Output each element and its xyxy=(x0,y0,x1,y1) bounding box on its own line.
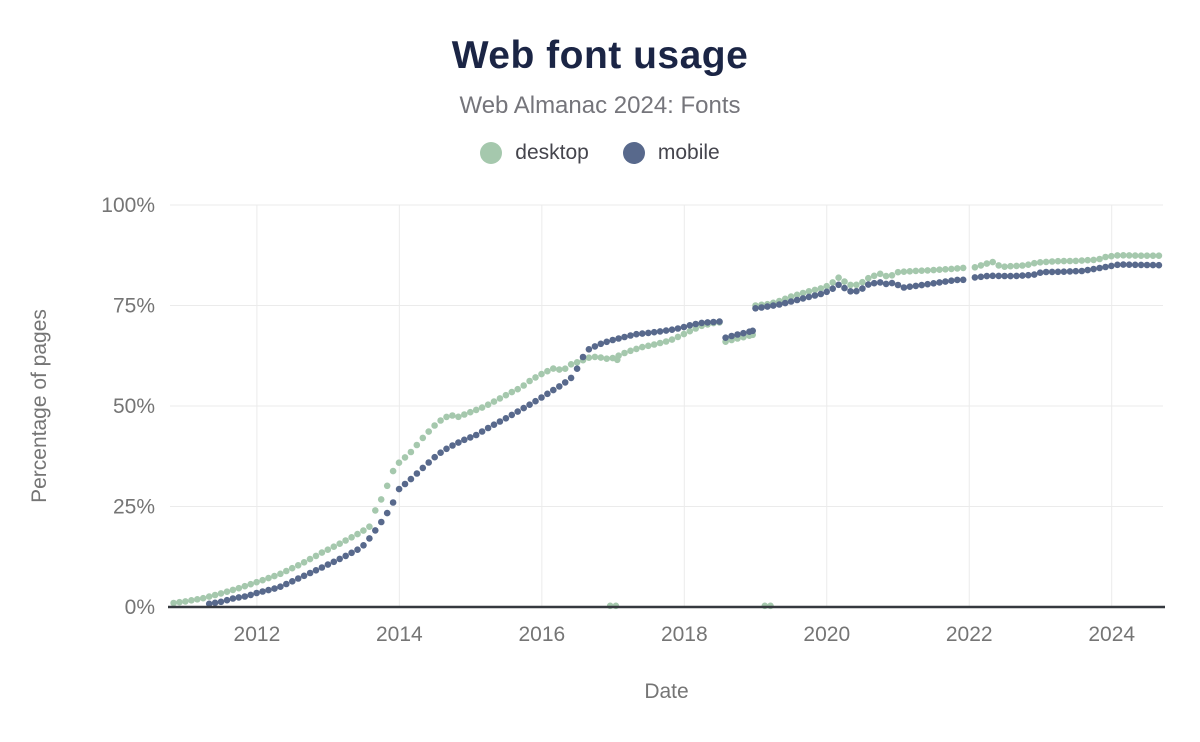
desktop-outlier-point xyxy=(614,356,621,364)
svg-text:100%: 100% xyxy=(101,194,155,217)
legend-item-mobile[interactable]: mobile xyxy=(622,141,720,165)
x-tick-labels: 2012 2014 2016 2018 2020 2022 2024 xyxy=(234,623,1136,646)
mobile-series-marker-icon xyxy=(622,142,645,164)
svg-text:75%: 75% xyxy=(113,295,155,318)
legend-label-desktop: desktop xyxy=(515,141,589,164)
svg-text:2020: 2020 xyxy=(803,623,850,646)
y-gridlines xyxy=(170,204,1163,507)
svg-text:2012: 2012 xyxy=(234,623,281,646)
svg-text:2024: 2024 xyxy=(1088,623,1135,646)
legend: desktop mobile xyxy=(0,141,1200,165)
svg-text:2014: 2014 xyxy=(376,623,423,646)
svg-text:2022: 2022 xyxy=(946,623,993,646)
svg-text:0%: 0% xyxy=(125,596,155,619)
series-mobile-points xyxy=(205,261,1163,608)
chart-title: Web font usage xyxy=(451,34,749,77)
legend-item-desktop[interactable]: desktop xyxy=(480,141,589,165)
y-axis-title: Percentage of pages xyxy=(28,309,51,503)
svg-text:2018: 2018 xyxy=(661,623,708,646)
desktop-series-marker-icon xyxy=(480,142,503,164)
x-axis-title: Date xyxy=(644,680,688,703)
svg-text:2016: 2016 xyxy=(518,623,565,646)
svg-text:25%: 25% xyxy=(113,496,155,519)
legend-label-mobile: mobile xyxy=(657,141,720,164)
chart-subtitle: Web Almanac 2024: Fonts xyxy=(459,92,741,119)
y-tick-labels: 0% 25% 50% 75% 100% xyxy=(101,194,155,619)
svg-text:50%: 50% xyxy=(113,395,155,418)
x-gridlines xyxy=(256,205,1113,607)
